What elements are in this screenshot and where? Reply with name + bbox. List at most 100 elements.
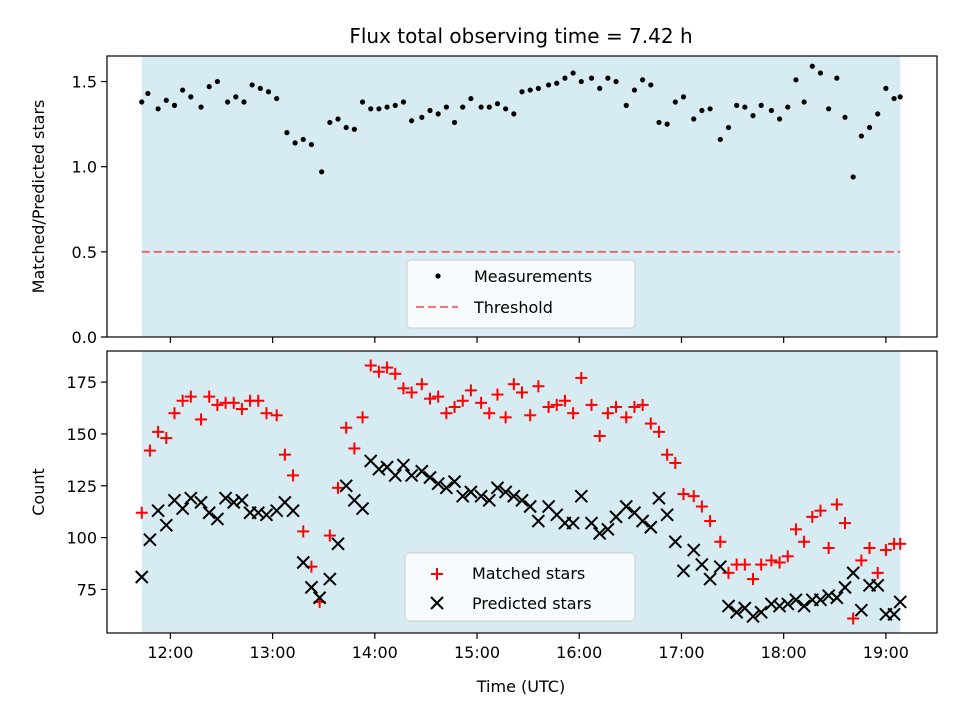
measurement-point — [419, 114, 425, 120]
predicted-star-point — [772, 599, 787, 613]
predicted-star-point — [431, 476, 445, 491]
measurement-point — [319, 169, 325, 175]
measurement-point — [707, 106, 713, 112]
measurement-point — [155, 106, 161, 112]
predicted-star-point — [695, 557, 709, 572]
matched-star-point — [847, 612, 860, 625]
predicted-star-point — [159, 518, 173, 532]
measurement-point — [171, 102, 178, 108]
legend-predicted-label: Predicted stars — [472, 594, 592, 613]
matched-star-point — [507, 378, 520, 391]
measurement-point — [664, 121, 670, 127]
predicted-star-point — [135, 570, 149, 584]
matched-star-point — [789, 523, 802, 536]
y-tick-label: 150 — [66, 425, 97, 444]
measurement-point — [699, 107, 705, 114]
matched-star-point — [160, 432, 173, 445]
matched-star-point — [405, 386, 418, 399]
panel-counts-predicted-layer — [135, 454, 907, 624]
measurement-point — [883, 85, 889, 91]
y-tick-label: 0.0 — [72, 328, 97, 347]
legend-predicted-marker — [430, 596, 444, 610]
panel-ratio-legend: Measurements Threshold — [406, 259, 636, 329]
measurement-point — [376, 106, 382, 112]
predicted-star-point — [830, 591, 844, 605]
matched-star-point — [798, 535, 811, 548]
predicted-star-point — [764, 597, 779, 611]
predicted-star-point — [218, 491, 233, 505]
matched-star-point — [143, 444, 156, 457]
matched-star-point — [704, 515, 717, 528]
measurement-point — [535, 85, 541, 91]
measurement-point — [891, 95, 897, 102]
predicted-star-point — [687, 543, 701, 557]
matched-star-point — [610, 400, 623, 413]
matched-star-point — [830, 498, 843, 511]
matched-star-point — [747, 573, 760, 586]
measurement-point — [225, 99, 231, 105]
panel-ratio-legend-box — [406, 259, 636, 329]
measurement-point — [527, 87, 533, 93]
matched-star-point — [620, 411, 633, 424]
matched-star-point — [278, 448, 291, 461]
x-tick-label: 15:00 — [454, 643, 500, 662]
measurement-point — [562, 75, 568, 81]
y-tick-label: 0.5 — [72, 243, 97, 262]
predicted-star-point — [259, 508, 274, 522]
predicted-star-point — [515, 493, 529, 508]
predicted-star-point — [584, 516, 599, 530]
y-tick-label: 1.5 — [72, 73, 97, 92]
predicted-star-point — [355, 501, 370, 516]
predicted-star-point — [746, 609, 760, 624]
matched-star-point — [168, 407, 181, 420]
predicted-star-point — [676, 564, 691, 578]
predicted-star-point — [202, 506, 216, 520]
matched-star-point — [687, 490, 700, 503]
matched-star-point — [695, 500, 708, 513]
measurement-point — [400, 99, 407, 105]
predicted-star-point — [871, 578, 885, 593]
measurement-point — [817, 70, 824, 76]
matched-star-point — [738, 558, 751, 571]
matched-star-point — [211, 398, 224, 411]
predicted-star-point — [339, 479, 353, 493]
panel-counts-xaxis: 12:00 13:00 14:00 15:00 16:00 17:00 18:00 19:00 — [147, 633, 909, 662]
measurement-point — [284, 130, 290, 136]
measurement-point — [368, 106, 374, 112]
matched-star-point — [252, 394, 265, 407]
measurement-point — [519, 89, 525, 95]
measurement-point — [503, 106, 509, 112]
predicted-star-point — [660, 508, 674, 522]
measurement-point — [631, 87, 638, 93]
predicted-star-point — [396, 458, 411, 472]
matched-star-point — [593, 430, 606, 443]
panel-ratio-frame — [106, 55, 938, 338]
y-tick-label: 100 — [66, 529, 97, 548]
measurement-point — [742, 104, 748, 110]
measurement-point — [554, 80, 560, 86]
measurement-point — [145, 90, 151, 97]
matched-star-point — [652, 425, 665, 438]
matched-star-point — [839, 517, 852, 530]
measurement-point — [672, 99, 678, 105]
measurement-point — [180, 87, 186, 93]
predicted-star-point — [713, 559, 728, 574]
measurement-point — [809, 63, 815, 69]
x-tick-label: 17:00 — [658, 643, 704, 662]
matched-star-point — [532, 380, 545, 393]
y-tick-label: 175 — [66, 373, 97, 392]
matched-star-point — [814, 504, 827, 517]
matched-star-point — [389, 367, 402, 380]
panel-counts-legend-box — [404, 552, 636, 622]
matched-star-point — [661, 448, 674, 461]
measurement-point — [875, 111, 881, 117]
measurement-point — [327, 119, 333, 126]
matched-star-point — [440, 407, 453, 420]
measurement-point — [163, 97, 169, 103]
matched-star-point — [542, 400, 555, 413]
measurement-point — [578, 78, 584, 85]
predicted-star-point — [635, 514, 650, 528]
panel-ratio-yaxis: 0.0 0.5 1.0 1.5 — [72, 73, 107, 347]
predicted-star-point — [592, 526, 607, 541]
matched-star-point — [195, 413, 208, 426]
